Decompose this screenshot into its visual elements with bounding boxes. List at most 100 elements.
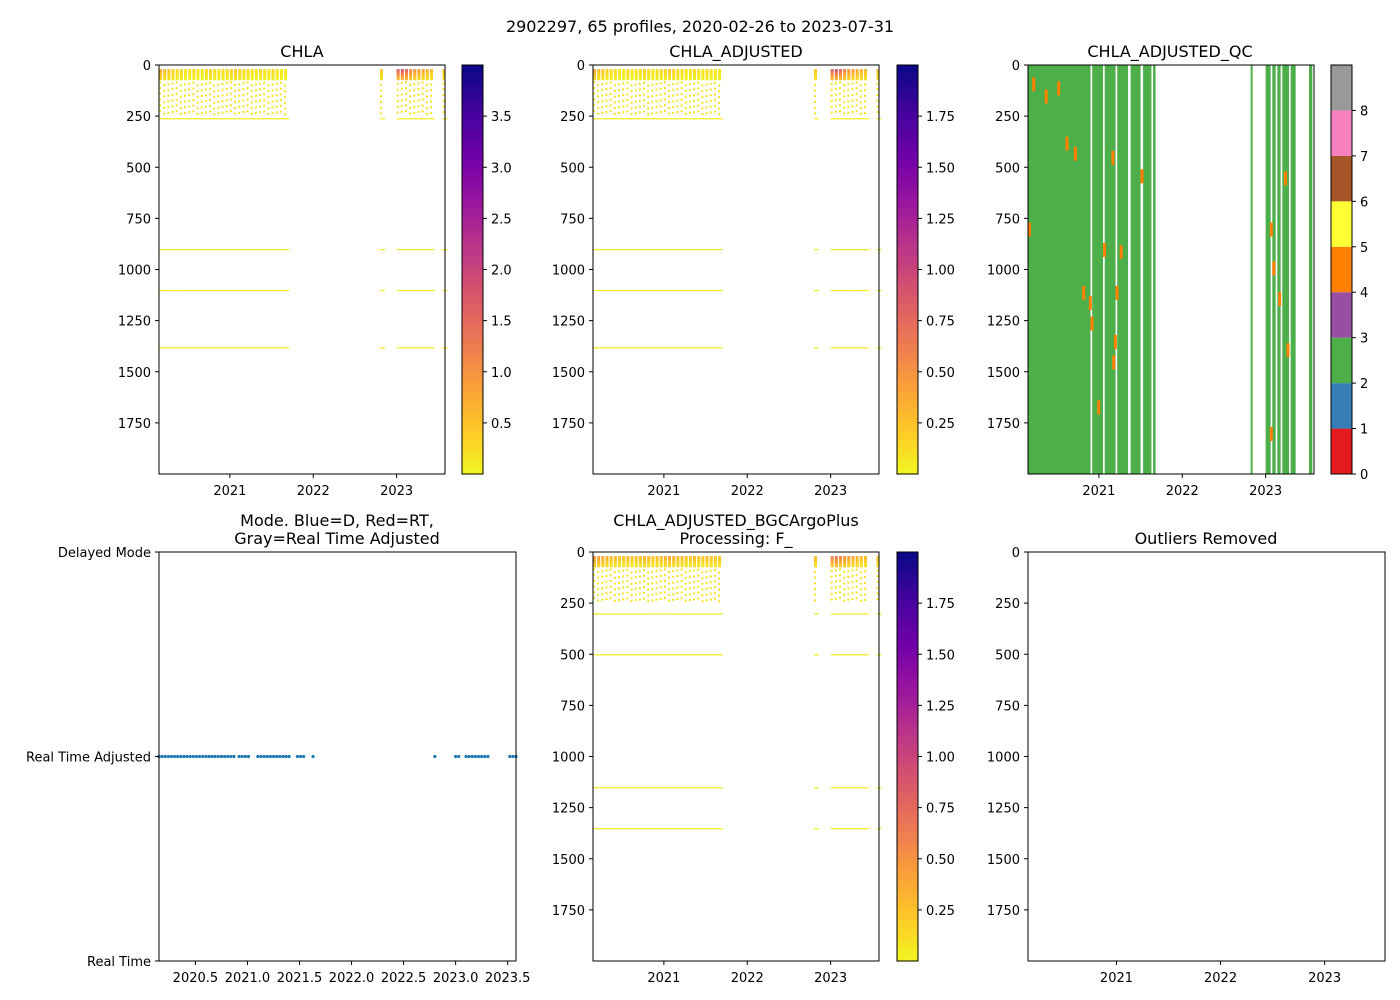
heatmap-cell: [618, 118, 624, 120]
heatmap-cell: [400, 347, 406, 349]
heatmap-cell: [618, 654, 624, 656]
heatmap-cell: [597, 73, 601, 77]
heatmap-cell: [409, 347, 415, 349]
heatmap-cell: [813, 289, 819, 292]
heatmap-cell: [859, 95, 862, 98]
heatmap-cell: [647, 71, 651, 75]
heatmap-cell: [859, 347, 865, 349]
colorbar-segment: [897, 433, 918, 441]
heatmap-cell: [813, 613, 819, 615]
heatmap-cell: [254, 100, 257, 103]
heatmap-cell: [830, 69, 834, 73]
heatmap-cell: [622, 556, 626, 560]
heatmap-cell: [188, 73, 192, 77]
heatmap-cell: [225, 87, 228, 90]
heatmap-cell: [179, 71, 183, 75]
heatmap-cell: [229, 73, 233, 77]
heatmap-cell: [876, 558, 880, 562]
heatmap-cell: [263, 93, 266, 96]
y-tick-label: 1500: [552, 853, 585, 868]
scatter-point: [237, 754, 241, 759]
scatter-point: [210, 754, 214, 759]
heatmap-cell: [718, 564, 722, 568]
heatmap-cell: [254, 118, 260, 120]
heatmap-cell: [705, 582, 708, 585]
heatmap-cell: [705, 560, 709, 564]
heatmap-cell: [259, 71, 263, 75]
colorbar-segment: [897, 85, 918, 93]
heatmap-cell: [876, 99, 879, 102]
colorbar-segment: [897, 146, 918, 155]
heatmap-cell: [622, 787, 628, 789]
heatmap-cell: [705, 71, 709, 75]
heatmap-cell: [813, 564, 817, 568]
heatmap-cell: [217, 83, 220, 86]
heatmap-cell: [404, 98, 407, 101]
heatmap-cell: [404, 347, 410, 349]
qc-column: [1282, 65, 1289, 474]
heatmap-cell: [876, 592, 879, 595]
heatmap-cell: [838, 556, 842, 560]
heatmap-cell: [396, 75, 400, 79]
heatmap-cell: [863, 587, 866, 590]
heatmap-cell: [630, 613, 636, 615]
heatmap-cell: [830, 556, 834, 560]
heatmap-cell: [688, 94, 691, 97]
y-tick-label: 1500: [987, 366, 1020, 381]
heatmap-cell: [267, 90, 270, 93]
heatmap-cell: [688, 347, 694, 349]
colorbar-segment: [897, 358, 918, 366]
heatmap-cell: [830, 654, 836, 656]
heatmap-cell: [634, 95, 637, 98]
heatmap-cell: [859, 71, 863, 75]
heatmap-cell: [659, 787, 665, 789]
heatmap-cell: [601, 249, 607, 251]
heatmap-cell: [429, 112, 432, 115]
heatmap-cell: [684, 560, 688, 564]
heatmap-cell: [668, 101, 671, 104]
heatmap-cell: [163, 347, 169, 349]
heatmap-cell: [659, 569, 662, 572]
colorbar-segment: [897, 201, 918, 209]
heatmap-cell: [697, 654, 703, 656]
heatmap-cell: [609, 73, 613, 77]
heatmap-cell: [684, 571, 687, 574]
heatmap-cell: [630, 113, 633, 116]
heatmap-cell: [655, 94, 658, 97]
heatmap-cell: [847, 613, 853, 615]
x-tick-label: 2022: [731, 971, 764, 986]
heatmap-cell: [813, 593, 816, 596]
colorbar-segment: [897, 439, 918, 448]
heatmap-cell: [855, 556, 859, 560]
colorbar-segment: [897, 783, 918, 792]
heatmap-cell: [663, 69, 667, 73]
heatmap-cell: [601, 69, 605, 73]
heatmap-cell: [813, 576, 816, 579]
heatmap-cell: [697, 71, 701, 75]
heatmap-cell: [655, 581, 658, 584]
heatmap-cell: [593, 69, 596, 73]
heatmap-cell: [630, 71, 634, 75]
heatmap-cell: [613, 828, 619, 830]
colorbar-segment: [897, 399, 918, 407]
heatmap-cell: [651, 828, 657, 830]
heatmap-cell: [413, 347, 419, 349]
heatmap-cell: [413, 111, 416, 114]
heatmap-cell: [697, 118, 703, 120]
qc-flag-4-cell: [1082, 285, 1086, 300]
heatmap-cell: [676, 71, 680, 75]
heatmap-cell: [718, 347, 724, 349]
heatmap-cell: [254, 94, 257, 97]
heatmap-cell: [234, 73, 238, 77]
heatmap-cell: [634, 100, 637, 103]
heatmap-cell: [593, 109, 595, 112]
heatmap-cell: [693, 77, 697, 81]
colorbar-tick-label: 2.0: [491, 264, 512, 279]
heatmap-cell: [242, 88, 245, 91]
heatmap-cell: [813, 77, 817, 81]
qc-column: [1265, 65, 1271, 474]
heatmap-cell: [697, 568, 700, 571]
colorbar-segment: [462, 337, 483, 346]
heatmap-cell: [709, 77, 713, 81]
heatmap-cell: [647, 562, 651, 566]
